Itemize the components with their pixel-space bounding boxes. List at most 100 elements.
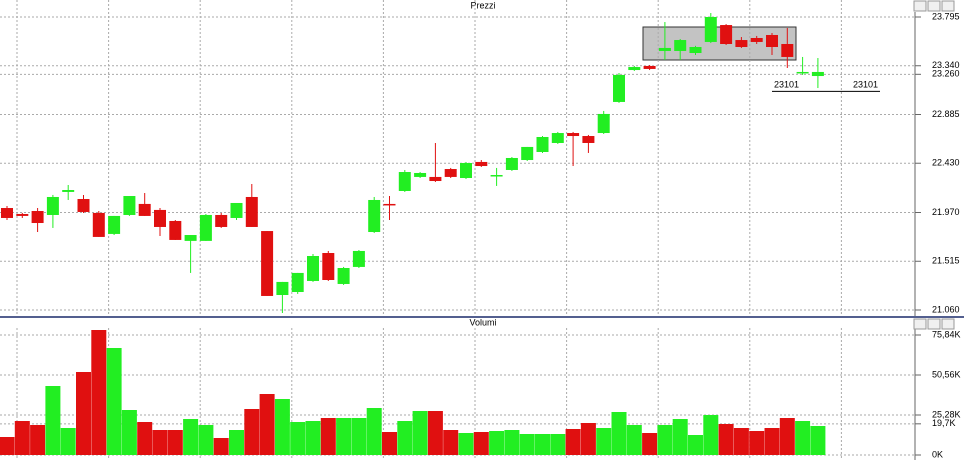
candle-body xyxy=(444,169,457,177)
volume-bar xyxy=(626,425,642,455)
candle-body xyxy=(628,67,641,71)
candle-body xyxy=(398,172,411,191)
candle-body xyxy=(368,199,381,233)
level-label: 23101 xyxy=(774,80,799,90)
volume-bar xyxy=(290,422,306,455)
volume-bar xyxy=(366,408,382,455)
volume-bar xyxy=(504,430,520,455)
y-tick-label: 19,7K xyxy=(932,418,956,428)
volume-bar xyxy=(336,418,352,455)
volume-bar xyxy=(642,433,658,455)
volume-bar xyxy=(320,418,336,455)
volume-bar xyxy=(259,394,275,455)
candle-body xyxy=(108,215,121,234)
close-button[interactable] xyxy=(941,318,955,330)
volume-bar xyxy=(351,418,367,455)
volume-bar xyxy=(779,418,795,455)
volume-bar xyxy=(14,421,30,455)
candle-body xyxy=(460,163,472,179)
volume-bar xyxy=(733,428,749,455)
candle-body xyxy=(199,214,212,241)
volume-bar xyxy=(183,419,199,455)
y-tick-label: 22.430 xyxy=(932,158,960,168)
candle-body xyxy=(674,40,687,51)
candle-body xyxy=(230,202,243,218)
maximize-button[interactable] xyxy=(927,0,941,12)
close-button[interactable] xyxy=(941,0,955,12)
candle-body xyxy=(597,113,610,134)
volume-bar xyxy=(795,421,811,455)
candle-body xyxy=(307,256,319,281)
candle-body xyxy=(750,37,763,42)
volume-bar xyxy=(810,426,826,455)
minimize-button[interactable] xyxy=(913,318,927,330)
volume-bar xyxy=(229,430,244,455)
volume-bar xyxy=(198,425,214,455)
candle-body xyxy=(720,25,733,44)
volume-bar xyxy=(596,428,612,455)
volume-bar xyxy=(519,434,535,455)
candle-body xyxy=(352,250,365,267)
candle-body xyxy=(811,71,824,77)
minimize-button[interactable] xyxy=(913,0,927,12)
window-buttons xyxy=(913,0,955,330)
candle-body xyxy=(123,196,136,215)
candle-body xyxy=(536,136,549,152)
volume-bar xyxy=(657,425,673,455)
candle-body xyxy=(475,161,488,167)
volume-bar xyxy=(550,434,566,455)
volume-bar xyxy=(764,428,780,455)
volume-bar xyxy=(152,430,168,455)
volume-bar xyxy=(703,415,719,455)
volume-bar xyxy=(580,423,596,455)
y-tick-label: 23.260 xyxy=(932,69,960,79)
maximize-button[interactable] xyxy=(927,318,941,330)
volume-bar xyxy=(611,412,627,455)
volume-bar xyxy=(91,330,107,455)
candle-body xyxy=(31,211,44,224)
y-tick-label: 25,28K xyxy=(932,409,961,419)
candle-body xyxy=(276,281,289,296)
candle-body xyxy=(291,272,304,293)
volume-bar xyxy=(305,421,321,455)
volume-bar xyxy=(121,410,137,455)
volume-bar xyxy=(45,386,61,455)
candle-body xyxy=(16,214,29,216)
y-tick-label: 21.060 xyxy=(932,304,960,314)
volume-bar xyxy=(672,419,688,455)
volume-bar xyxy=(489,431,505,455)
candle-body xyxy=(322,253,335,281)
y-tick-label: 21.970 xyxy=(932,207,960,217)
candle-body xyxy=(1,208,13,218)
candle-body xyxy=(766,34,778,47)
volume-bar xyxy=(427,411,443,455)
volume-bar xyxy=(688,435,703,455)
candle-body xyxy=(490,175,503,177)
candle-body xyxy=(337,268,350,284)
candle-body xyxy=(154,209,166,227)
candle-body xyxy=(169,220,182,240)
y-tick-label: 22.885 xyxy=(932,109,960,119)
candle-body xyxy=(643,65,656,69)
volume-bar xyxy=(30,425,46,455)
candle-body xyxy=(184,235,197,241)
candle-body xyxy=(383,203,396,206)
candle-body xyxy=(781,43,794,57)
candle-body xyxy=(261,231,274,296)
candle-body xyxy=(46,196,59,215)
candle-body xyxy=(567,133,580,137)
candle-body xyxy=(429,176,442,182)
candle-body xyxy=(77,199,90,212)
volume-bar xyxy=(397,421,413,455)
y-tick-label: 50,56K xyxy=(932,369,961,379)
candle-body xyxy=(551,133,564,143)
candle-body xyxy=(505,157,518,170)
volume-bar xyxy=(137,422,153,455)
volume-bar xyxy=(412,411,428,455)
volume-bar xyxy=(0,437,15,455)
y-tick-label: 21.515 xyxy=(932,256,960,266)
candle-body xyxy=(414,172,427,177)
volume-bar xyxy=(749,431,765,455)
